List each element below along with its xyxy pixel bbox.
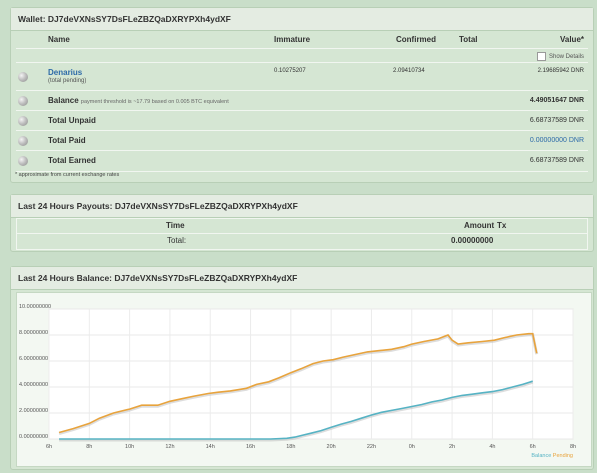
balance-row: Balance payment threshold is ~17.79 base… [16, 90, 588, 111]
balance-icon [18, 96, 28, 106]
wallet-title: Wallet: DJ7deVXNsSY7DsFLeZBZQaDXRYPXh4yd… [11, 8, 593, 31]
total-paid-value[interactable]: 0.00000000 DNR [529, 137, 584, 144]
show-details-row: Show Details [16, 48, 588, 63]
unpaid-icon [18, 116, 28, 126]
total-paid-label: Total Paid [48, 136, 86, 145]
wallet-panel: Wallet: DJ7deVXNsSY7DsFLeZBZQaDXRYPXh4yd… [10, 7, 594, 183]
col-immature: Immature [274, 35, 311, 44]
series-shadow-pending [58, 333, 539, 435]
payouts-col-amount: Amount [464, 221, 495, 230]
payouts-table: Time Amount Tx Total: 0.00000000 [16, 218, 588, 250]
payouts-total-label: Total: [167, 236, 187, 245]
coin-name-link[interactable]: Denarius [48, 68, 83, 77]
balance-label: Balance [48, 96, 79, 105]
total-earned-label: Total Earned [48, 156, 96, 165]
total-unpaid-label: Total Unpaid [48, 116, 96, 125]
x-tick-label: 8h [86, 444, 92, 450]
balance-chart-title: Last 24 Hours Balance: DJ7deVXNsSY7DsFLe… [11, 267, 593, 290]
balance-chart: 0.00000000 2.00000000 4.00000000 6.00000000… [16, 292, 592, 467]
legend-item-balance: Balance [531, 453, 551, 459]
y-tick-label: 4.00000000 [19, 382, 48, 388]
wallet-table: Name Immature Confirmed Total Value* Sho… [16, 32, 588, 178]
payouts-total-row: Total: 0.00000000 [17, 233, 587, 248]
y-tick-label: 2.00000000 [19, 408, 48, 414]
y-tick-label: 10.00000000 [19, 304, 51, 310]
y-tick-label: 6.00000000 [19, 356, 48, 362]
x-tick-label: 6h [530, 444, 536, 450]
payouts-title: Last 24 Hours Payouts: DJ7deVXNsSY7DsFLe… [11, 195, 593, 218]
legend-item-pending: Pending [551, 453, 573, 459]
col-value: Value* [559, 35, 584, 44]
y-tick-label: 8.00000000 [19, 330, 48, 336]
x-tick-label: 20h [327, 444, 336, 450]
coin-sub: (total pending) [48, 78, 87, 84]
chart-legend: Balance Pending [531, 453, 573, 459]
x-tick-label: 6h [46, 444, 52, 450]
total-unpaid-value: 6.68737589 DNR [529, 117, 584, 124]
total-unpaid-row: Total Unpaid 6.68737589 DNR [16, 110, 588, 131]
x-tick-label: 16h [246, 444, 255, 450]
coin-confirmed: 2.09410734 [393, 68, 425, 74]
plot-area [48, 308, 574, 440]
coin-row: Denarius (total pending) 0.10275207 2.09… [16, 62, 588, 91]
coin-immature: 0.10275207 [274, 68, 306, 74]
x-tick-label: 8h [570, 444, 576, 450]
x-tick-label: 22h [367, 444, 376, 450]
payouts-col-time: Time [166, 221, 185, 230]
total-earned-value: 6.68737589 DNR [529, 157, 584, 164]
series-shadow-balance [59, 380, 534, 442]
payouts-panel: Last 24 Hours Payouts: DJ7deVXNsSY7DsFLe… [10, 194, 594, 252]
x-tick-label: 4h [489, 444, 495, 450]
balance-note: payment threshold is ~17.79 based on 0.0… [80, 99, 229, 105]
coin-value: 2.19685942 DNR [537, 68, 584, 74]
total-paid-row: Total Paid 0.00000000 DNR [16, 130, 588, 151]
x-tick-label: 18h [286, 444, 295, 450]
x-tick-label: 12h [165, 444, 174, 450]
total-earned-row: Total Earned 6.68737589 DNR [16, 150, 588, 172]
col-total: Total [459, 35, 478, 44]
coin-icon [18, 72, 28, 82]
balance-chart-svg: 0.00000000 2.00000000 4.00000000 6.00000000… [19, 304, 576, 459]
balance-chart-panel: Last 24 Hours Balance: DJ7deVXNsSY7DsFLe… [10, 266, 594, 470]
balance-value: 4.49051647 DNR [529, 97, 584, 104]
x-tick-label: 0h [409, 444, 415, 450]
series-line-pending [58, 332, 538, 434]
payouts-col-tx: Tx [497, 221, 507, 230]
x-tick-label: 10h [125, 444, 134, 450]
series-line-balance [59, 380, 533, 440]
wallet-table-header: Name Immature Confirmed Total Value* [16, 32, 588, 48]
payouts-total-value: 0.00000000 [451, 236, 494, 245]
show-details-checkbox[interactable] [536, 52, 546, 61]
show-details-toggle[interactable]: Show Details [536, 52, 584, 61]
x-tick-label: 2h [449, 444, 455, 450]
col-confirmed: Confirmed [396, 35, 436, 44]
footnote: * approximate from current exchange rate… [15, 172, 120, 178]
show-details-label: Show Details [548, 54, 584, 61]
paid-icon [18, 136, 28, 146]
col-name: Name [48, 35, 70, 44]
earned-icon [18, 156, 28, 166]
payouts-header: Time Amount Tx [17, 219, 587, 233]
y-tick-label: 0.00000000 [19, 434, 48, 440]
x-tick-label: 14h [206, 444, 215, 450]
